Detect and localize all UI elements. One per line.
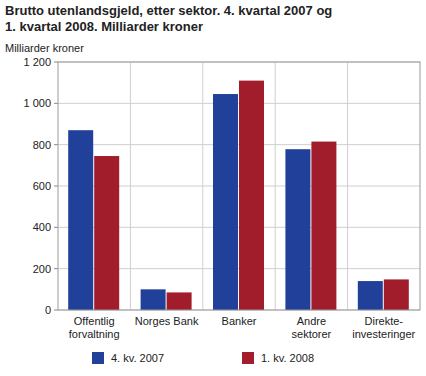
text-line: investeringer xyxy=(352,328,415,340)
chart: Brutto utenlandsgjeld, etter sektor. 4. … xyxy=(0,0,426,376)
tick-label: 0 xyxy=(45,304,51,316)
tick xyxy=(54,144,58,145)
separator xyxy=(202,62,203,310)
text-line: Banker xyxy=(222,315,257,327)
bar xyxy=(239,81,264,310)
category-label: Direkte-investeringer xyxy=(352,315,415,340)
tick xyxy=(54,186,58,187)
separator xyxy=(347,62,348,310)
legend-label: 4. kv. 2007 xyxy=(111,352,164,364)
bar xyxy=(311,142,336,310)
tick xyxy=(54,310,58,311)
tick xyxy=(54,62,58,63)
bar xyxy=(285,149,310,310)
text-line: Direkte- xyxy=(365,315,404,327)
category-label: Andresektorer xyxy=(292,315,332,340)
tick-label: 200 xyxy=(33,263,51,275)
bar xyxy=(384,279,409,310)
tick xyxy=(54,227,58,228)
category-label: Offentligforvaltning xyxy=(69,315,120,340)
text-line: Andre xyxy=(297,315,326,327)
bar xyxy=(68,130,93,310)
text-line: Offentlig xyxy=(74,315,115,327)
text-line: 1. kvartal 2008. Milliarder kroner xyxy=(5,19,203,34)
y-label: Milliarder kroner xyxy=(5,42,84,54)
legend-swatch xyxy=(242,352,254,364)
bar xyxy=(167,292,192,310)
tick-label: 600 xyxy=(33,180,51,192)
category-label: Norges Bank xyxy=(135,315,199,327)
text-line: forvaltning xyxy=(69,328,120,340)
tick xyxy=(54,103,58,104)
separator xyxy=(130,62,131,310)
text-line: Brutto utenlandsgjeld, etter sektor. 4. … xyxy=(5,3,332,18)
title: Brutto utenlandsgjeld, etter sektor. 4. … xyxy=(5,3,332,34)
tick-label: 1 000 xyxy=(23,97,51,109)
bar xyxy=(94,156,119,310)
tick-label: 1 200 xyxy=(23,56,51,68)
bars xyxy=(68,81,409,310)
tick-label: 800 xyxy=(33,139,51,151)
legend-label: 1. kv. 2008 xyxy=(261,352,314,364)
tick-label: 400 xyxy=(33,221,51,233)
category-label: Banker xyxy=(222,315,257,327)
separator xyxy=(275,62,276,310)
bar xyxy=(141,289,166,310)
text-line: sektorer xyxy=(292,328,332,340)
text-line: Norges Bank xyxy=(135,315,199,327)
plot-frame xyxy=(58,62,420,310)
bar xyxy=(358,281,383,310)
bar xyxy=(213,94,238,310)
tick xyxy=(54,268,58,269)
legend-swatch xyxy=(92,352,104,364)
